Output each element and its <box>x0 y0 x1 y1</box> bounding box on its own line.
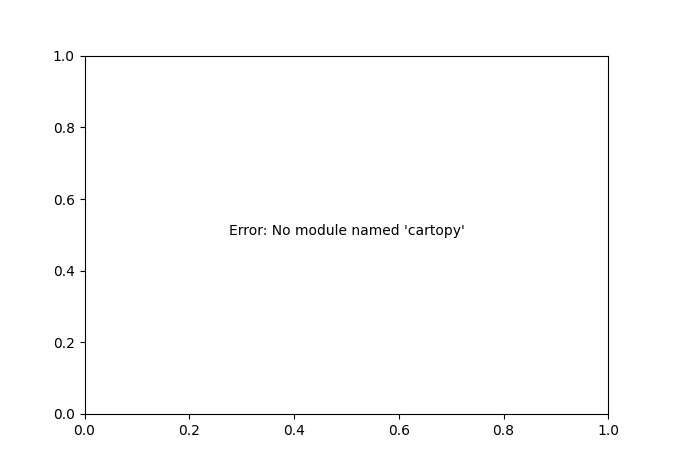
Text: Error: No module named 'cartopy': Error: No module named 'cartopy' <box>228 224 464 238</box>
